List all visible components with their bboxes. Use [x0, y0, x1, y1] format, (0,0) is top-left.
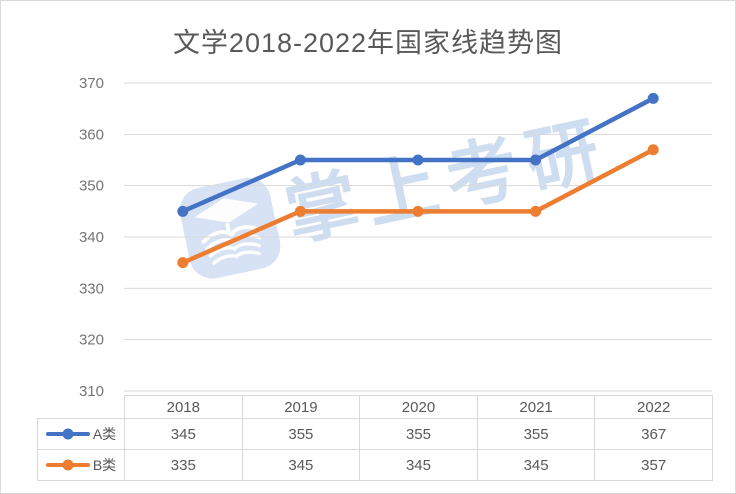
y-tick-label: 330	[79, 280, 104, 297]
table-header-row: 2018 2019 2020 2021 2022	[38, 395, 713, 419]
series-b-row: B类 335 345 345 345 357	[37, 449, 713, 481]
data-point-marker	[294, 205, 306, 217]
table-cell: 357	[594, 449, 713, 481]
data-point-marker	[177, 257, 189, 269]
data-point-marker	[530, 205, 542, 217]
data-table: 2018 2019 2020 2021 2022 A类 345 355 355 …	[37, 395, 713, 481]
y-tick-label: 360	[79, 126, 104, 143]
data-point-marker	[294, 154, 306, 166]
data-point-marker	[647, 144, 659, 156]
watermark-book-logo-icon	[179, 177, 281, 279]
data-point-marker	[530, 154, 542, 166]
table-cell: 345	[476, 449, 596, 481]
watermark: 掌上考研	[179, 109, 711, 331]
year-header: 2019	[241, 395, 361, 419]
series-line	[180, 96, 656, 214]
y-tick-label: 340	[79, 229, 104, 246]
y-tick-label: 320	[79, 332, 104, 349]
year-header: 2022	[594, 395, 713, 419]
data-point-marker	[177, 205, 189, 217]
watermark-text: 掌上考研	[278, 108, 616, 256]
series-a-row: A类 345 355 355 355 367	[37, 418, 713, 450]
table-cell: 345	[124, 418, 243, 450]
table-cell: 345	[241, 449, 361, 481]
data-point-marker	[412, 205, 424, 217]
table-cell: 367	[594, 418, 713, 450]
y-tick-label: 370	[79, 75, 104, 92]
year-header: 2021	[476, 395, 596, 419]
chart-title: 文学2018-2022年国家线趋势图	[172, 28, 564, 58]
series-b-label: B类	[92, 457, 117, 473]
table-corner-cell	[38, 396, 125, 419]
y-tick-label: 350	[79, 178, 104, 195]
table-cell: 355	[241, 418, 361, 450]
table-cell: 355	[359, 418, 478, 450]
table-cell: 355	[476, 418, 596, 450]
series-a-legend-marker-icon	[45, 432, 90, 436]
table-cell: 335	[124, 449, 243, 481]
year-header: 2020	[359, 395, 478, 419]
data-point-marker	[412, 154, 424, 166]
series-b-legend-marker-icon	[45, 463, 90, 467]
series-b-legend-cell: B类	[37, 449, 125, 481]
series-a-label: A类	[92, 426, 117, 442]
data-point-marker	[647, 92, 659, 104]
table-cell: 345	[359, 449, 478, 481]
series-line	[180, 147, 656, 265]
year-header: 2018	[124, 395, 243, 419]
series-a-legend-cell: A类	[37, 418, 125, 450]
